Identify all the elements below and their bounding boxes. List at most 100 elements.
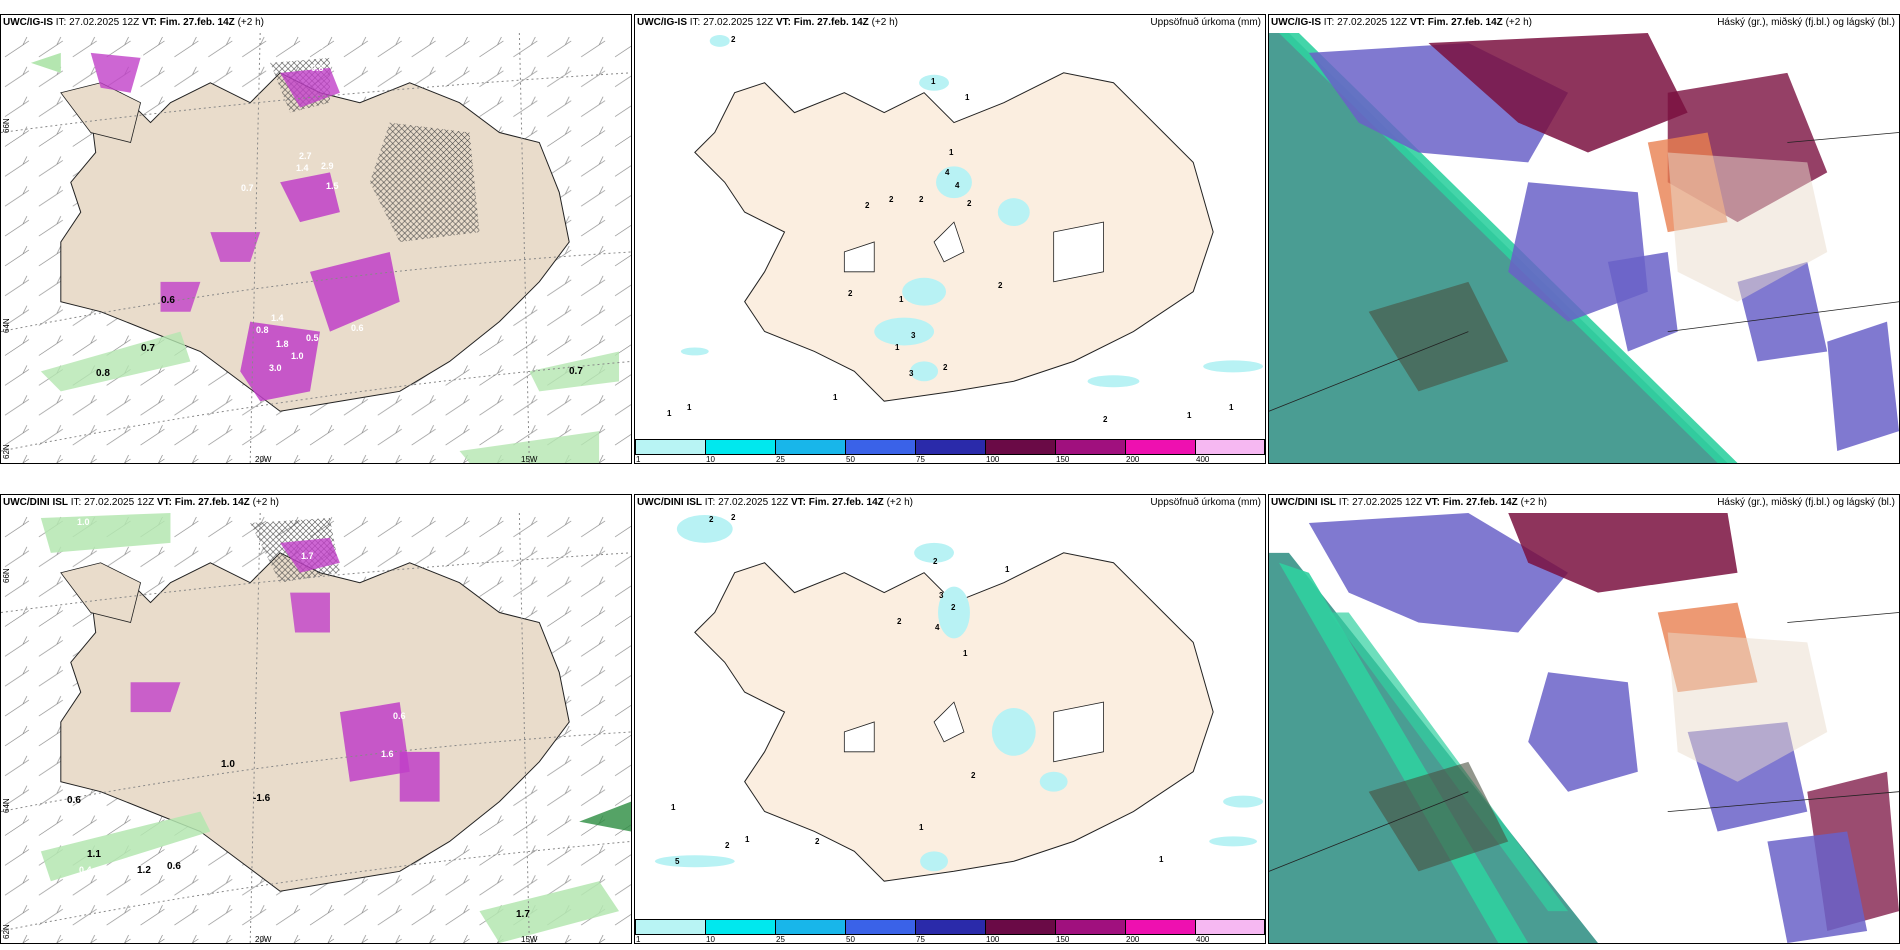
precip-value: 0.6 (351, 323, 364, 333)
accum-value: 1 (895, 343, 900, 352)
lat-label-62n: 62N (2, 444, 11, 459)
accum-value: 3 (911, 331, 916, 340)
vt-value: Fim. 27.feb. 14Z (1427, 17, 1503, 28)
vt-label: VT: (775, 17, 791, 28)
it-label: IT: (704, 497, 716, 508)
precip-value: 0.6 (167, 861, 181, 872)
lon-label-15w: 15W (521, 455, 538, 464)
vt-label: VT: (1409, 17, 1425, 28)
lat-label-64n: 64N (2, 318, 11, 333)
lon-label-20w: 20W (255, 455, 272, 464)
model-name: UWC/IG-IS (1271, 17, 1321, 28)
precip-value: 0.8 (256, 325, 269, 335)
precip-value: 0.5 (311, 41, 324, 51)
lead-time: (+2 h) (886, 497, 913, 508)
accum-precip-map: 2 2 2 1 3 2 2 4 1 2 1 2 1 5 2 1 1 (635, 513, 1265, 917)
panel-top-right-clouds: UWC/IG-IS IT: 27.02.2025 12Z VT: Fim. 27… (1268, 14, 1900, 464)
accum-value: 1 (965, 93, 970, 102)
accum-value: 2 (848, 289, 853, 298)
colorbar-tick: 1 (636, 935, 641, 944)
accum-value: 1 (1229, 403, 1234, 412)
panel-header: UWC/DINI ISL IT: 27.02.2025 12Z VT: Fim.… (3, 497, 283, 509)
precip-value: 1.4 (271, 313, 284, 323)
lat-label-64n: 64N (2, 798, 11, 813)
accum-value: 1 (949, 148, 954, 157)
colorbar-tick: 50 (846, 935, 855, 944)
lead-time: (+2 h) (1520, 497, 1547, 508)
colorbar-tick: 400 (1196, 455, 1210, 464)
panel-bottom-left-wind-precip: UWC/DINI ISL IT: 27.02.2025 12Z VT: Fim.… (0, 494, 632, 944)
precip-value: 2.7 (299, 151, 312, 161)
lead-time: (+2 h) (1505, 17, 1532, 28)
precip-value: 1.0 (77, 517, 90, 527)
precip-value: 1.5 (326, 181, 339, 191)
lat-label-66n: 66N (2, 118, 11, 133)
it-value: 27.02.2025 12Z (718, 497, 789, 508)
colorbar-tick: 25 (776, 455, 785, 464)
precip-value: 0.4 (79, 865, 92, 875)
precip-value: 0.6 (67, 795, 81, 806)
accum-value: 3 (939, 591, 944, 600)
accum-value: 2 (943, 363, 948, 372)
precip-value: 0.6 (393, 711, 406, 721)
accum-value: 1 (1187, 411, 1192, 420)
colorbar-bin (845, 439, 916, 455)
model-name: UWC/IG-IS (637, 17, 687, 28)
colorbar-bin (1125, 919, 1196, 935)
colorbar-tick: 100 (986, 935, 1000, 944)
precip-value: 0.9 (101, 43, 114, 53)
it-value: 27.02.2025 12Z (1337, 17, 1408, 28)
panel-title: Uppsöfnuð úrkoma (mm) (1150, 17, 1261, 28)
accum-value: 1 (1005, 565, 1010, 574)
accum-value: 1 (899, 295, 904, 304)
lat-label-66n: 66N (2, 568, 11, 583)
precip-value: 1.6 (381, 749, 394, 759)
it-value: 27.02.2025 12Z (69, 17, 140, 28)
accum-value: 2 (865, 201, 870, 210)
lat-label-62n: 62N (2, 924, 11, 939)
accum-value: 1 (671, 803, 676, 812)
accum-value: 2 (731, 513, 736, 522)
accum-value: 2 (709, 515, 714, 524)
panel-header: UWC/IG-IS IT: 27.02.2025 12Z VT: Fim. 27… (3, 17, 627, 29)
it-value: 27.02.2025 12Z (703, 17, 774, 28)
panel-header: UWC/DINI ISL IT: 27.02.2025 12Z VT: Fim.… (1271, 497, 1895, 509)
panel-header: UWC/DINI ISL IT: 27.02.2025 12Z VT: Fim.… (637, 497, 1261, 509)
precip-value: 0.4 (366, 533, 379, 543)
precip-colorbar: 1 10 25 50 75 100 150 200 400 (635, 437, 1265, 463)
precip-value: 0.4 (331, 523, 344, 533)
colorbar-tick: 75 (916, 935, 925, 944)
precip-value: 1.7 (516, 909, 530, 920)
colorbar-bin (705, 919, 776, 935)
lead-time: (+2 h) (237, 17, 264, 28)
colorbar-bin (775, 439, 846, 455)
lead-time: (+2 h) (252, 497, 279, 508)
accum-value: 2 (933, 557, 938, 566)
accum-value: 4 (935, 623, 940, 632)
accum-value: 1 (687, 403, 692, 412)
precip-value: 0.7 (141, 343, 155, 354)
precip-value: 1.0 (291, 351, 304, 361)
precip-value: 3.0 (269, 363, 282, 373)
model-name: UWC/DINI ISL (637, 497, 702, 508)
vt-value: Fim. 27.feb. 14Z (793, 17, 869, 28)
accum-value: 2 (998, 281, 1003, 290)
accum-value: 5 (675, 857, 680, 866)
precip-value: 0.4 (201, 519, 214, 529)
vt-value: Fim. 27.feb. 14Z (174, 497, 250, 508)
accum-precip-map: 2 1 1 2 2 2 4 4 2 1 2 2 1 3 1 2 3 1 1 1 … (635, 33, 1265, 437)
colorbar-tick: 200 (1126, 935, 1140, 944)
colorbar-tick: 400 (1196, 935, 1210, 944)
lead-time: (+2 h) (871, 17, 898, 28)
lon-label-20w: 20W (255, 935, 272, 944)
precip-value: 0.7 (569, 366, 583, 377)
accum-value: 3 (909, 369, 914, 378)
colorbar-bin (845, 919, 916, 935)
wind-precip-map: 0.9 0.5 0.5 0.8 1.4 2.7 2.9 1.5 0.7 1.4 … (1, 33, 631, 463)
accum-value: 2 (889, 195, 894, 204)
accum-value: 1 (919, 823, 924, 832)
accum-value: 1 (667, 409, 672, 418)
colorbar-bin (635, 439, 706, 455)
accum-value: 2 (919, 195, 924, 204)
accum-value: 2 (725, 841, 730, 850)
